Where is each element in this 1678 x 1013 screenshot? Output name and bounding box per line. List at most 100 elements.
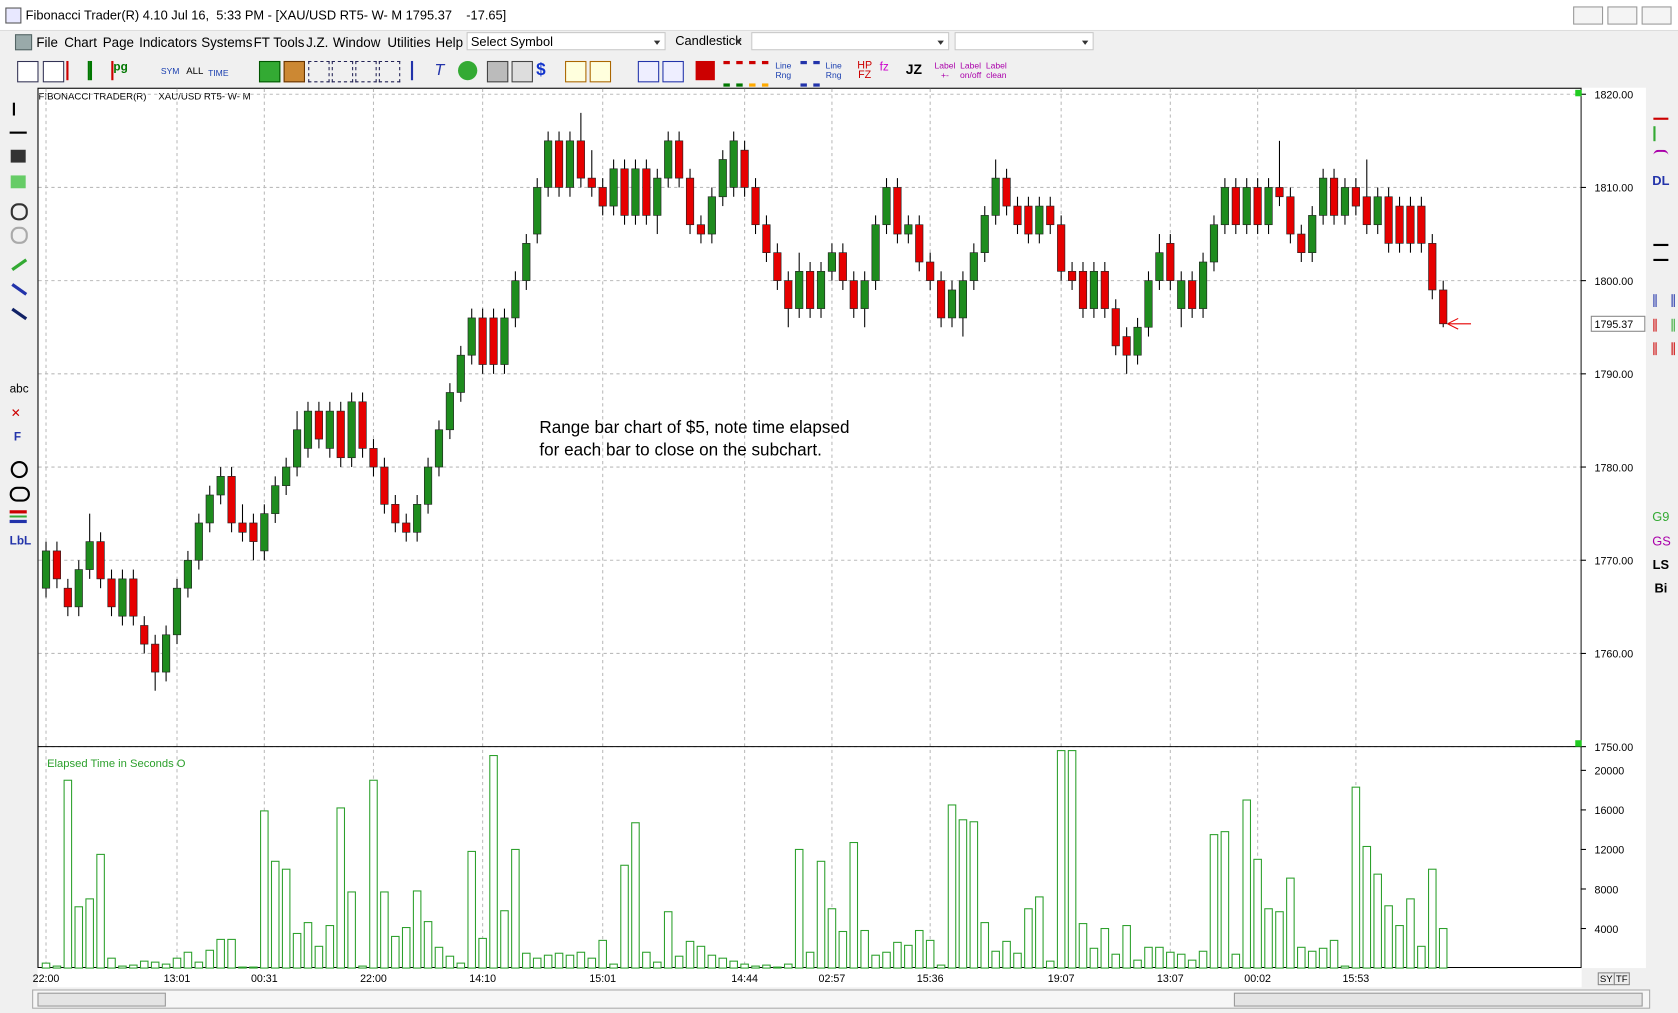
- tool[interactable]: [1653, 243, 1669, 262]
- combo[interactable]: [751, 32, 950, 51]
- tool-label[interactable]: Label +-: [934, 60, 956, 81]
- combo[interactable]: [954, 32, 1094, 51]
- candle-body: [1417, 205, 1426, 244]
- tool-arrow[interactable]: [12, 102, 26, 116]
- tool-button[interactable]: [42, 60, 65, 83]
- tool-zoom[interactable]: [10, 203, 28, 221]
- tool-label[interactable]: JZ: [905, 60, 923, 78]
- tool-button[interactable]: [378, 60, 401, 83]
- candle-body: [1362, 196, 1371, 226]
- tool-button[interactable]: [565, 60, 587, 83]
- bar: [794, 848, 804, 969]
- minimize-button[interactable]: [1573, 6, 1604, 25]
- tool-button[interactable]: [749, 60, 769, 87]
- candle-body: [980, 215, 989, 254]
- candle-body: [937, 280, 946, 319]
- candle-body: [1024, 205, 1033, 235]
- tool-button[interactable]: [308, 60, 330, 83]
- tool[interactable]: [1653, 126, 1670, 142]
- bar: [1395, 925, 1404, 969]
- tool-button[interactable]: [283, 60, 305, 83]
- tool[interactable]: [1653, 103, 1669, 120]
- tool[interactable]: [10, 149, 26, 163]
- candle-body: [1340, 187, 1350, 216]
- menu-item[interactable]: Indicators: [139, 35, 198, 51]
- bar: [685, 940, 695, 969]
- tool[interactable]: [10, 175, 26, 189]
- scrollbar[interactable]: [32, 989, 1651, 1009]
- tool-button[interactable]: [66, 60, 90, 81]
- tool-label[interactable]: GS: [1652, 533, 1671, 549]
- tool-button[interactable]: T: [434, 60, 445, 80]
- tool-label[interactable]: SYM: [160, 66, 180, 76]
- tool-button[interactable]: pg: [113, 60, 128, 74]
- tool-button[interactable]: [410, 60, 432, 81]
- candle-body: [293, 429, 302, 468]
- menu-item[interactable]: File: [36, 35, 58, 51]
- tool-button[interactable]: [486, 60, 509, 83]
- tool-circle[interactable]: [10, 461, 28, 479]
- menu-item[interactable]: Utilities: [387, 35, 431, 51]
- tool-label[interactable]: abc: [9, 382, 29, 396]
- tool-button[interactable]: [258, 60, 281, 83]
- candle-body: [554, 140, 564, 188]
- bar: [96, 853, 105, 969]
- menu-item[interactable]: Chart: [64, 35, 97, 51]
- tool[interactable]: [9, 510, 27, 524]
- tool-button[interactable]: [458, 60, 478, 81]
- tool[interactable]: [1653, 294, 1675, 308]
- tool-button[interactable]: [637, 60, 660, 83]
- candle-body: [402, 522, 411, 533]
- tool[interactable]: ✕: [10, 407, 21, 421]
- bar: [1198, 950, 1208, 969]
- candle-body: [1329, 177, 1339, 216]
- menu-item[interactable]: Window: [332, 35, 381, 51]
- tool-label[interactable]: Label on/off: [959, 60, 982, 81]
- maximize-button[interactable]: [1607, 6, 1638, 25]
- tool[interactable]: [1653, 318, 1675, 332]
- tool-label[interactable]: ALL: [186, 65, 204, 76]
- scroll-thumb[interactable]: [37, 992, 166, 1007]
- tool-label[interactable]: Line Rng: [825, 60, 842, 81]
- tool-label[interactable]: G9: [1652, 509, 1670, 525]
- tool-label[interactable]: Line Rng: [775, 60, 792, 81]
- scroll-thumb[interactable]: [1233, 992, 1643, 1007]
- menu-item[interactable]: Systems: [201, 35, 253, 51]
- tool-cross[interactable]: [9, 131, 27, 134]
- tool-button[interactable]: $: [536, 60, 546, 80]
- menu-item[interactable]: J.Z.: [306, 35, 329, 51]
- tool-button[interactable]: [89, 60, 114, 81]
- tool-label[interactable]: DL: [1652, 173, 1670, 189]
- candle-body: [336, 410, 345, 459]
- tool-label[interactable]: Label clean: [985, 60, 1007, 81]
- tool-button[interactable]: [800, 60, 820, 87]
- bar: [936, 964, 946, 969]
- symbol-combo[interactable]: Select Symbol: [466, 32, 666, 51]
- status-button[interactable]: TF: [1613, 972, 1630, 986]
- tool-label[interactable]: F: [13, 431, 22, 444]
- tool[interactable]: [1653, 149, 1669, 161]
- status-button[interactable]: SY: [1597, 972, 1615, 986]
- tool-button[interactable]: [331, 60, 354, 83]
- tool-button[interactable]: [355, 60, 377, 83]
- tool-button[interactable]: [662, 60, 684, 83]
- close-button[interactable]: [1641, 6, 1672, 25]
- tool-label[interactable]: LS: [1652, 557, 1670, 573]
- tool-label[interactable]: Bi: [1654, 580, 1668, 596]
- tool-zoom[interactable]: [10, 226, 28, 244]
- menu-item[interactable]: FT Tools: [253, 35, 305, 51]
- tool-ellipse[interactable]: [9, 486, 30, 502]
- menu-item[interactable]: Help: [435, 35, 464, 51]
- chart-style-combo[interactable]: Candlestick: [672, 32, 746, 50]
- tool[interactable]: [1653, 342, 1675, 356]
- tool-button[interactable]: fz: [879, 60, 889, 74]
- tool-label[interactable]: HP FZ: [857, 59, 873, 82]
- menu-item[interactable]: Page: [102, 35, 134, 51]
- tool-label[interactable]: TIME: [208, 68, 229, 79]
- tool-button[interactable]: [695, 60, 715, 81]
- tool-label[interactable]: LbL: [9, 534, 32, 548]
- tool-button[interactable]: [511, 60, 533, 83]
- tool-button[interactable]: [589, 60, 612, 83]
- tool-button[interactable]: [17, 60, 39, 83]
- tool-button[interactable]: [723, 60, 743, 87]
